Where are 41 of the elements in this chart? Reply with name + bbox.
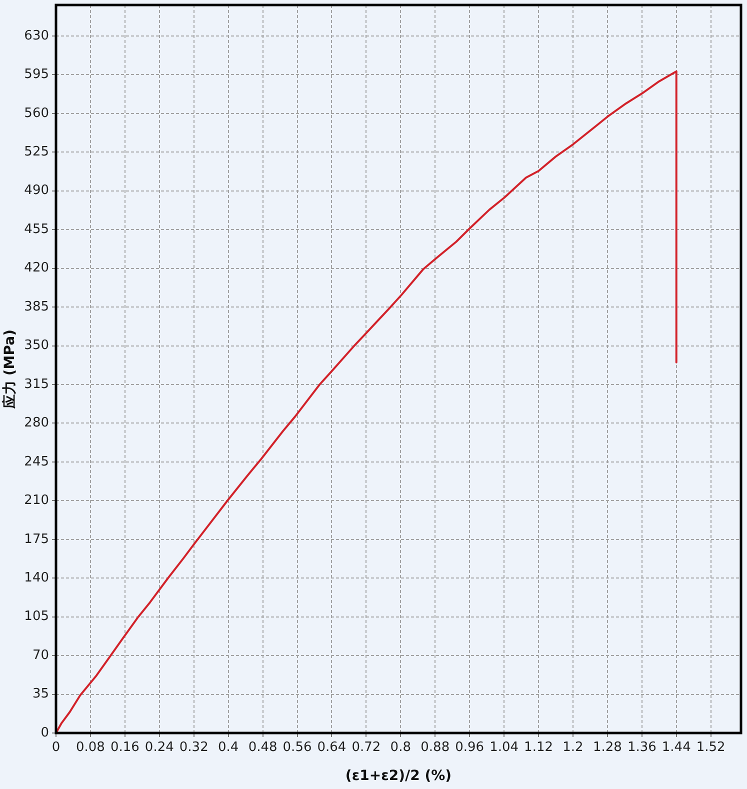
x-axis-title: (ε1+ε2)/2 (%) — [345, 768, 452, 784]
y-axis-title: 应力 (MPa) — [1, 330, 18, 410]
y-tick-label: 420 — [24, 260, 49, 276]
y-tick-label: 0 — [40, 725, 49, 740]
y-tick-label: 35 — [32, 686, 49, 702]
x-tick-label: 1.28 — [592, 740, 622, 756]
x-tick-label: 0.32 — [179, 740, 208, 756]
x-tick-label: 0.24 — [144, 740, 174, 756]
y-tick-label: 525 — [24, 144, 49, 160]
x-tick-label: 0.56 — [282, 740, 312, 756]
x-tick-label: 0.88 — [420, 740, 450, 756]
x-tick-label: 1.2 — [562, 740, 584, 756]
x-tick-label: 0.4 — [218, 740, 239, 756]
y-tick-label: 210 — [24, 493, 49, 508]
y-tick-label: 245 — [24, 454, 49, 470]
x-tick-label: 1.04 — [490, 740, 519, 756]
x-tick-label: 0.64 — [317, 740, 346, 756]
x-tick-label: 0.48 — [248, 740, 278, 756]
x-tick-label: 1.12 — [524, 740, 553, 756]
y-tick-label: 595 — [24, 67, 49, 82]
y-tick-label: 630 — [24, 28, 49, 44]
x-tick-label: 0.16 — [110, 740, 140, 756]
y-tick-label: 455 — [24, 222, 49, 237]
y-tick-label: 490 — [24, 183, 49, 198]
x-tick-label: 0.72 — [352, 740, 381, 756]
x-tick-label: 0.08 — [76, 740, 105, 756]
y-tick-label: 70 — [32, 648, 49, 663]
x-tick-label: 0 — [52, 740, 60, 756]
y-tick-label: 140 — [24, 570, 49, 586]
y-tick-label: 280 — [24, 416, 49, 431]
y-tick-label: 315 — [24, 376, 49, 392]
x-tick-label: 1.52 — [696, 740, 726, 756]
x-tick-label: 1.36 — [627, 740, 656, 756]
y-tick-label: 105 — [24, 609, 49, 624]
x-tick-label: 0.8 — [390, 740, 411, 756]
x-tick-label: 1.44 — [662, 740, 691, 756]
x-tick-label: 0.96 — [455, 740, 484, 756]
y-tick-label: 175 — [24, 532, 49, 547]
y-tick-label: 385 — [24, 299, 49, 314]
y-tick-label: 560 — [24, 106, 49, 121]
y-tick-label: 350 — [24, 338, 49, 354]
